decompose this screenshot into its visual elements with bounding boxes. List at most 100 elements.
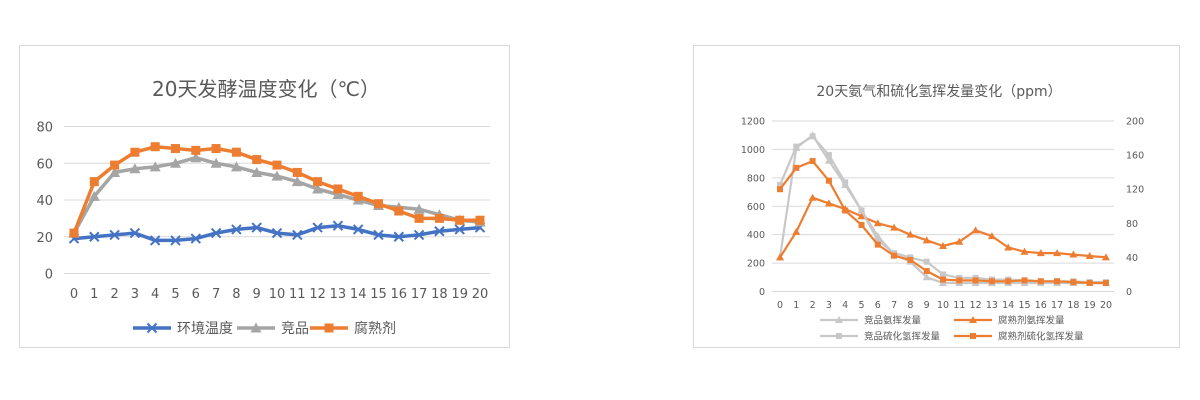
data-point: [874, 237, 881, 244]
x-tick-label: 5: [171, 287, 179, 302]
data-point: [842, 207, 849, 214]
y-tick-label: 60: [36, 157, 53, 172]
data-point: [940, 276, 946, 283]
x-tick-label: 0: [777, 300, 783, 311]
data-point: [825, 152, 832, 159]
legend-label: 竞品硫化氢挥发量: [864, 330, 941, 342]
y2-tick-label: 200: [1126, 117, 1144, 128]
x-tick-label: 9: [253, 287, 261, 302]
data-point: [873, 219, 882, 227]
y-tick-label: 1200: [741, 117, 765, 128]
data-point: [210, 157, 222, 168]
x-tick-label: 11: [289, 287, 306, 302]
data-point: [292, 167, 302, 177]
chart-title: 20天发酵温度变化（℃）: [152, 77, 380, 101]
data-point: [922, 273, 931, 281]
data-point: [394, 206, 404, 216]
data-point: [109, 229, 120, 241]
data-point: [190, 233, 202, 244]
gas-chart-panel: 20天氨气和硫化氢挥发量变化（ppm） 0 200 400 600 800 1000 120…: [693, 45, 1180, 348]
data-point: [906, 230, 915, 238]
data-point: [413, 203, 425, 214]
data-point: [858, 207, 865, 214]
legend-marker: [969, 316, 977, 323]
data-point: [1070, 279, 1077, 286]
data-point: [971, 226, 980, 234]
data-point: [333, 184, 343, 194]
data-point: [231, 147, 241, 157]
x-tick-label: 19: [451, 287, 468, 302]
x-tick-label: 20: [472, 287, 489, 302]
x-tick-label: 4: [842, 300, 848, 311]
data-point: [230, 161, 242, 172]
data-point: [858, 222, 865, 229]
legend-label: 腐熟剂: [354, 320, 396, 337]
data-point: [923, 268, 930, 275]
data-point: [1005, 278, 1012, 285]
x-tick-label: 11: [953, 300, 965, 311]
x-tick-label: 1: [90, 287, 98, 302]
x-tick-label: 12: [309, 287, 326, 302]
gas-emission-chart: 20天氨气和硫化氢挥发量变化（ppm） 02004006008001000120…: [741, 84, 1144, 342]
data-point: [955, 237, 964, 245]
data-point: [793, 143, 800, 150]
x-tick-label: 1: [793, 300, 799, 311]
data-point: [1020, 247, 1029, 255]
y-tick-label: 600: [747, 202, 765, 213]
data-point: [292, 229, 303, 241]
data-point: [1054, 278, 1061, 285]
x-tick-label: 20: [1100, 300, 1112, 311]
y-tick-label: 0: [45, 268, 53, 283]
data-point: [907, 256, 914, 263]
legend-label: 腐熟剂硫化氢挥发量: [998, 330, 1084, 342]
x-tick-label: 6: [875, 300, 881, 311]
legend-marker: [836, 333, 842, 339]
data-point: [939, 242, 947, 250]
data-point: [170, 235, 181, 246]
y2-tick-label: 80: [1126, 219, 1138, 230]
x-tick-label: 6: [192, 287, 200, 302]
x-tick-label: 10: [269, 287, 286, 302]
data-point: [271, 170, 283, 181]
data-point: [940, 271, 946, 278]
data-point: [1086, 279, 1093, 286]
x-tick-label: 10: [937, 300, 949, 311]
data-point: [312, 222, 323, 233]
data-point: [211, 144, 221, 154]
data-point: [874, 241, 881, 248]
data-point: [413, 229, 425, 241]
data-point: [1103, 279, 1109, 286]
data-point: [1037, 278, 1044, 285]
data-point: [89, 231, 100, 242]
data-point: [777, 181, 783, 188]
y-tick-label: 200: [747, 259, 765, 270]
data-point: [434, 213, 444, 223]
data-point: [1021, 277, 1028, 284]
data-point: [109, 166, 121, 177]
data-point: [777, 186, 783, 193]
data-point: [1004, 243, 1013, 251]
data-point: [291, 176, 303, 187]
data-point: [129, 227, 141, 239]
x-tick-label: 0: [70, 287, 78, 302]
y2-tick-label: 120: [1126, 185, 1144, 196]
data-point: [313, 177, 323, 187]
data-point: [374, 199, 383, 209]
legend-label: 竞品: [281, 320, 309, 337]
data-point: [191, 145, 201, 155]
x-tick-label: 3: [826, 300, 832, 311]
y-tick-label: 20: [36, 231, 53, 246]
x-tick-label: 18: [1067, 300, 1079, 311]
data-point: [171, 144, 180, 154]
legend-marker: [250, 322, 262, 333]
data-point: [210, 227, 222, 239]
data-point: [454, 224, 465, 235]
data-point: [353, 191, 363, 201]
x-tick-label: 17: [411, 287, 428, 302]
data-point: [352, 224, 364, 235]
legend-marker: [970, 333, 976, 339]
data-point: [332, 220, 344, 231]
x-tick-label: 15: [370, 287, 387, 302]
x-tick-label: 7: [212, 287, 220, 302]
data-point: [808, 193, 817, 201]
